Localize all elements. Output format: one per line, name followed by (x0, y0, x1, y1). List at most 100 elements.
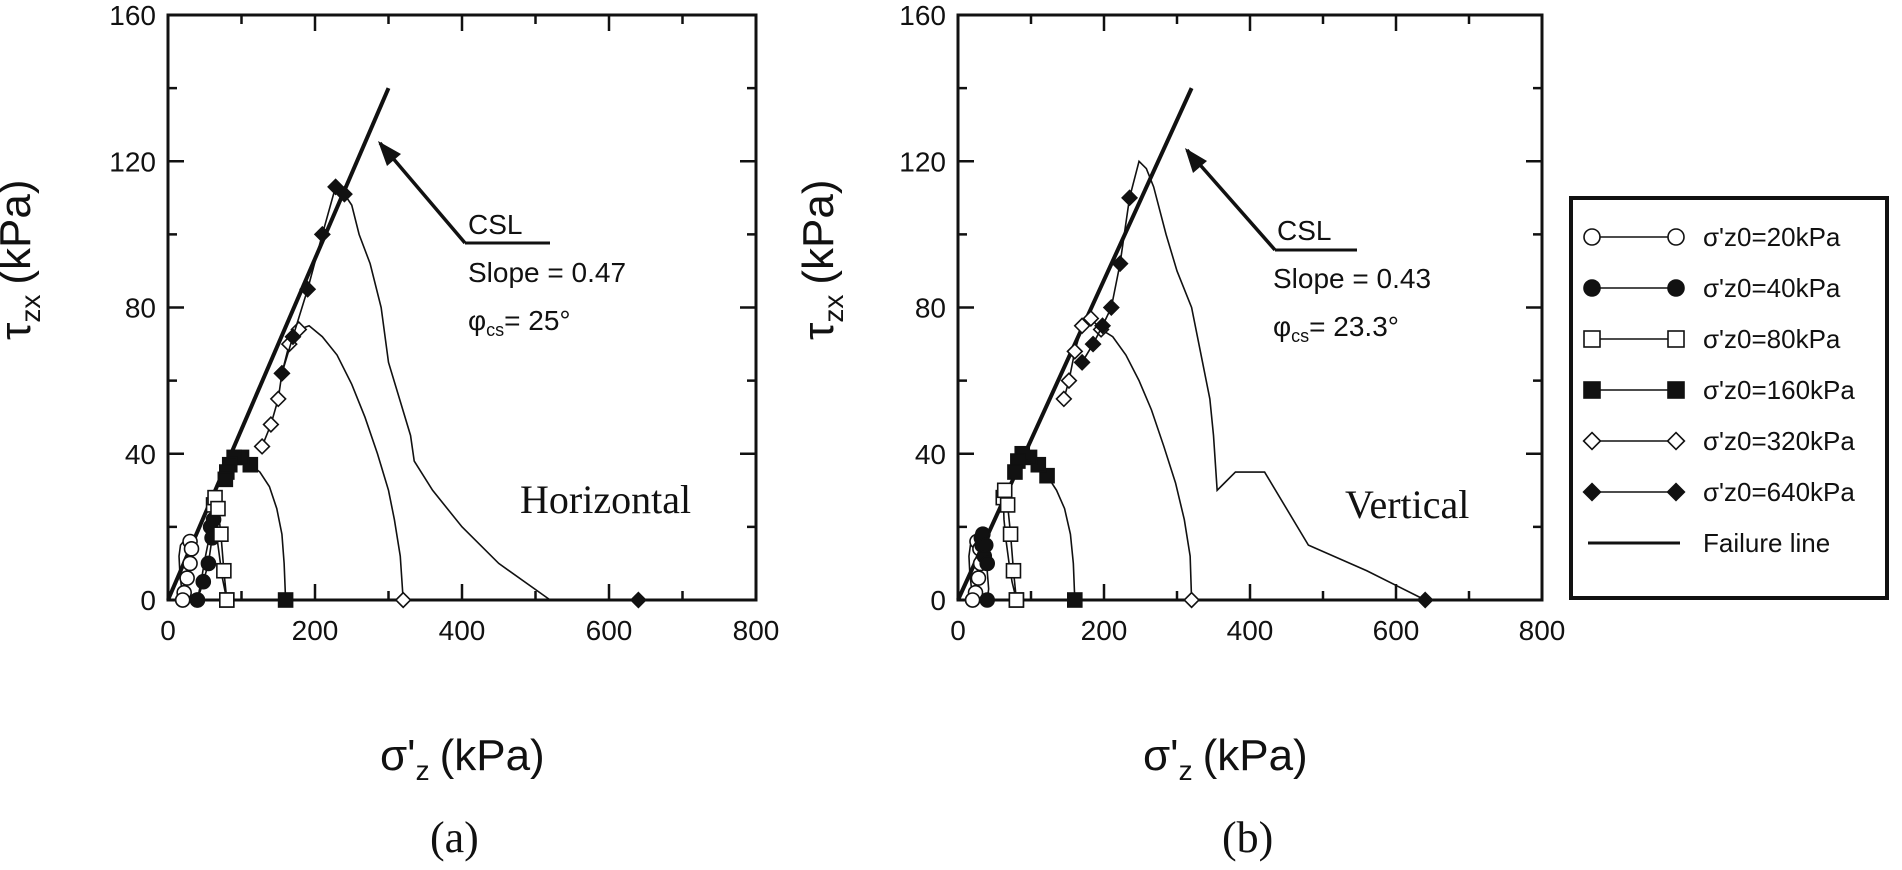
y-tick-label-b: 0 (930, 585, 946, 616)
y-tick-label-b: 160 (899, 0, 946, 31)
x-tick-label-a: 600 (586, 615, 633, 646)
series-point-b-4 (1082, 309, 1100, 327)
panel-a: 0 200 400 600 800 0 40 80 120 160 σ'z (kPa) τzx (kP… (0, 0, 779, 862)
slope-label-a: Slope = 0.47 (468, 257, 626, 288)
y-tick-label-b: 40 (915, 439, 946, 470)
x-tick-label-a: 400 (439, 615, 486, 646)
legend-marker-left-5 (1582, 482, 1602, 502)
y-title-main-a: τ (0, 322, 40, 340)
orientation-label-a: Horizontal (520, 477, 691, 522)
legend-label-1: σ'z0=40kPa (1703, 273, 1841, 303)
series-point-a-0 (174, 592, 191, 608)
series-point-a-2 (213, 526, 229, 542)
series-point-a-5 (273, 364, 291, 382)
series-point-b-2 (1002, 526, 1019, 542)
legend-marker-left-1 (1583, 279, 1601, 297)
slope-label-b: Slope = 0.43 (1273, 263, 1431, 294)
ticks-a: 0 200 400 600 800 0 40 80 120 160 (109, 0, 779, 646)
panel-label-b: (b) (1222, 813, 1273, 862)
csl-arrow-b (1185, 148, 1277, 252)
series-point-a-5 (313, 225, 331, 243)
phi-symbol-b: φ (1273, 311, 1291, 342)
panel-label-a: (a) (430, 813, 479, 862)
phi-value-b: = 23.3° (1309, 311, 1399, 342)
series-point-b-5 (1084, 335, 1102, 353)
y-tick-label-b: 80 (915, 293, 946, 324)
series-point-b-1 (979, 555, 996, 572)
series-point-b-4 (1183, 591, 1201, 609)
phi-value-a: = 25° (504, 305, 570, 336)
series-point-a-5 (629, 591, 647, 609)
legend-label-0: σ'z0=20kPa (1703, 222, 1841, 252)
legend-items: σ'z0=20kPa σ'z0=40kPa σ'z0=80kPa σ'z0=160kP… (1582, 222, 1855, 558)
csl-arrowhead-a (378, 141, 401, 166)
series-point-a-4 (269, 390, 287, 408)
csl-label-b: CSL (1277, 215, 1331, 246)
orientation-label-b: Vertical (1345, 482, 1469, 527)
x-title-sub-a: z (416, 755, 430, 786)
x-tick-label-a: 800 (733, 615, 780, 646)
series-point-a-0 (182, 555, 198, 572)
legend-marker-right-0 (1667, 228, 1685, 246)
series-point-a-2 (210, 500, 226, 517)
y-tick-label-a: 80 (125, 293, 156, 324)
y-tick-label-a: 0 (140, 585, 156, 616)
series-point-b-2 (1005, 562, 1022, 579)
series-point-b-1 (979, 592, 996, 608)
x-title-unit-a: (kPa) (440, 731, 545, 780)
series-point-b-2 (999, 497, 1016, 513)
series-point-b-2 (996, 482, 1013, 499)
series-point-a-4 (394, 591, 412, 609)
x-title-sub-b: z (1179, 755, 1193, 786)
series-point-b-2 (1008, 592, 1025, 608)
y-title-unit-a: (kPa) (0, 179, 40, 284)
y-axis-title-a: τzx (kPa) (0, 179, 46, 340)
series-point-a-0 (179, 570, 195, 586)
series-point-b-4 (1055, 390, 1073, 408)
series-point-a-2 (219, 592, 235, 608)
x-axis-title-b: σ'z (kPa) (1143, 731, 1308, 786)
legend-marker-left-3 (1583, 381, 1601, 399)
series-point-b-4 (1073, 317, 1091, 335)
series-point-b-5 (1094, 317, 1112, 335)
series-point-a-2 (216, 562, 232, 579)
legend-marker-left-0 (1583, 228, 1601, 246)
series-point-a-0 (183, 541, 200, 557)
x-title-main-a: σ' (380, 731, 416, 780)
y-title-sub-b: zx (818, 295, 849, 323)
x-tick-label-a: 0 (160, 615, 176, 646)
data-b (956, 87, 1434, 609)
series-point-a-4 (253, 437, 271, 455)
phi-sub-a: cs (486, 320, 504, 340)
legend-marker-right-3 (1667, 381, 1685, 399)
series-point-a-1 (200, 555, 217, 572)
legend-marker-right-2 (1667, 330, 1685, 348)
csl-annotation-b: CSL Slope = 0.43 φcs= 23.3° (1185, 148, 1431, 346)
y-tick-label-a: 160 (109, 0, 156, 31)
csl-label-a: CSL (468, 209, 522, 240)
legend-label-2: σ'z0=80kPa (1703, 324, 1841, 354)
series-point-b-3 (1067, 592, 1083, 608)
legend-marker-right-1 (1667, 279, 1685, 297)
y-title-main-b: τ (794, 322, 843, 340)
x-axis-title-a: σ'z (kPa) (380, 731, 545, 786)
series-line-a-4 (261, 324, 404, 601)
series-point-a-1 (189, 592, 206, 608)
x-title-unit-b: (kPa) (1203, 731, 1308, 780)
series-point-a-3 (277, 592, 294, 608)
panel-b: 0 200 400 600 800 0 40 80 120 160 σ'z (kPa) τzx (kP… (794, 0, 1565, 862)
series-point-a-3 (217, 471, 234, 488)
series-point-b-3 (1007, 464, 1023, 480)
x-tick-label-b: 0 (950, 615, 966, 646)
series-point-b-0 (964, 592, 981, 608)
phi-label-a: φcs= 25° (468, 305, 571, 340)
csl-annotation-a: CSL Slope = 0.47 φcs= 25° (378, 141, 626, 340)
series-point-a-5 (327, 178, 345, 196)
y-tick-label-b: 120 (899, 146, 946, 177)
series-point-b-4 (1066, 342, 1084, 360)
x-title-main-b: σ' (1143, 731, 1179, 780)
series-point-b-5 (1073, 353, 1091, 371)
series-line-b-4 (1063, 317, 1193, 601)
x-tick-label-a: 200 (292, 615, 339, 646)
legend-marker-right-4 (1666, 431, 1686, 451)
